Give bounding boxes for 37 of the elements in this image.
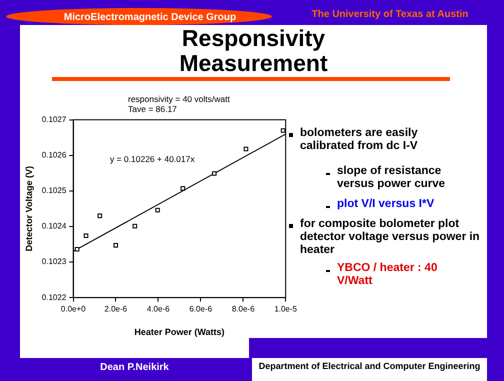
point bbox=[132, 224, 138, 228]
y-tick-label: 0.1022 bbox=[42, 292, 67, 302]
text: plot V/I versus I*V bbox=[337, 198, 434, 210]
text: MicroElectromagnetic Device Group bbox=[64, 12, 236, 23]
annotation: y = 0.10226 + 40.017x bbox=[110, 154, 195, 164]
point bbox=[212, 171, 217, 176]
y-tick-label: 0.1024 bbox=[42, 222, 67, 231]
text: Dean P.Neikirk bbox=[100, 362, 169, 373]
point bbox=[98, 214, 102, 218]
x-tick-label: 1.0e-5 bbox=[274, 304, 298, 314]
y-tick-label: 0.1026 bbox=[42, 150, 67, 160]
point bbox=[74, 246, 80, 252]
x-tick-label: 4.0e-6 bbox=[146, 304, 170, 314]
x-axis-title: Heater Power (Watts) bbox=[134, 327, 225, 338]
text: Tave = 86.17 bbox=[128, 104, 177, 114]
text: slope of resistance versus power curve bbox=[337, 165, 446, 190]
text: responsivity = 40 volts/watt bbox=[128, 94, 230, 104]
text: The University of Texas at Austin bbox=[312, 9, 468, 20]
chart-title: Responsivity Measurement bbox=[178, 25, 329, 76]
point bbox=[84, 233, 88, 238]
point bbox=[244, 146, 248, 152]
point bbox=[180, 186, 186, 191]
text: Department of Electrical and Computer Engineering bbox=[258, 361, 480, 371]
text: YBCO / heater : 40 V/Watt bbox=[337, 262, 438, 288]
point bbox=[280, 128, 286, 133]
y-tick-label: 0.1023 bbox=[42, 257, 67, 266]
point bbox=[113, 243, 118, 248]
x-tick-label: 2.0e-6 bbox=[104, 304, 128, 314]
point bbox=[155, 208, 160, 212]
x-tick-label: 0.0e+0 bbox=[60, 304, 86, 314]
y-axis-title: Detector Voltage (V) bbox=[24, 166, 34, 252]
x-tick-label: 8.0e-6 bbox=[232, 304, 256, 314]
y-tick-label: 0.1025 bbox=[42, 186, 67, 196]
x-tick-label: 6.0e-6 bbox=[189, 304, 213, 314]
text: bolometers are easily calibrated from dc I-V bbox=[300, 127, 418, 152]
y-tick-label: 0.1027 bbox=[42, 115, 67, 124]
text: for composite bolometer plot detector voltage versus power in heater bbox=[300, 218, 480, 256]
